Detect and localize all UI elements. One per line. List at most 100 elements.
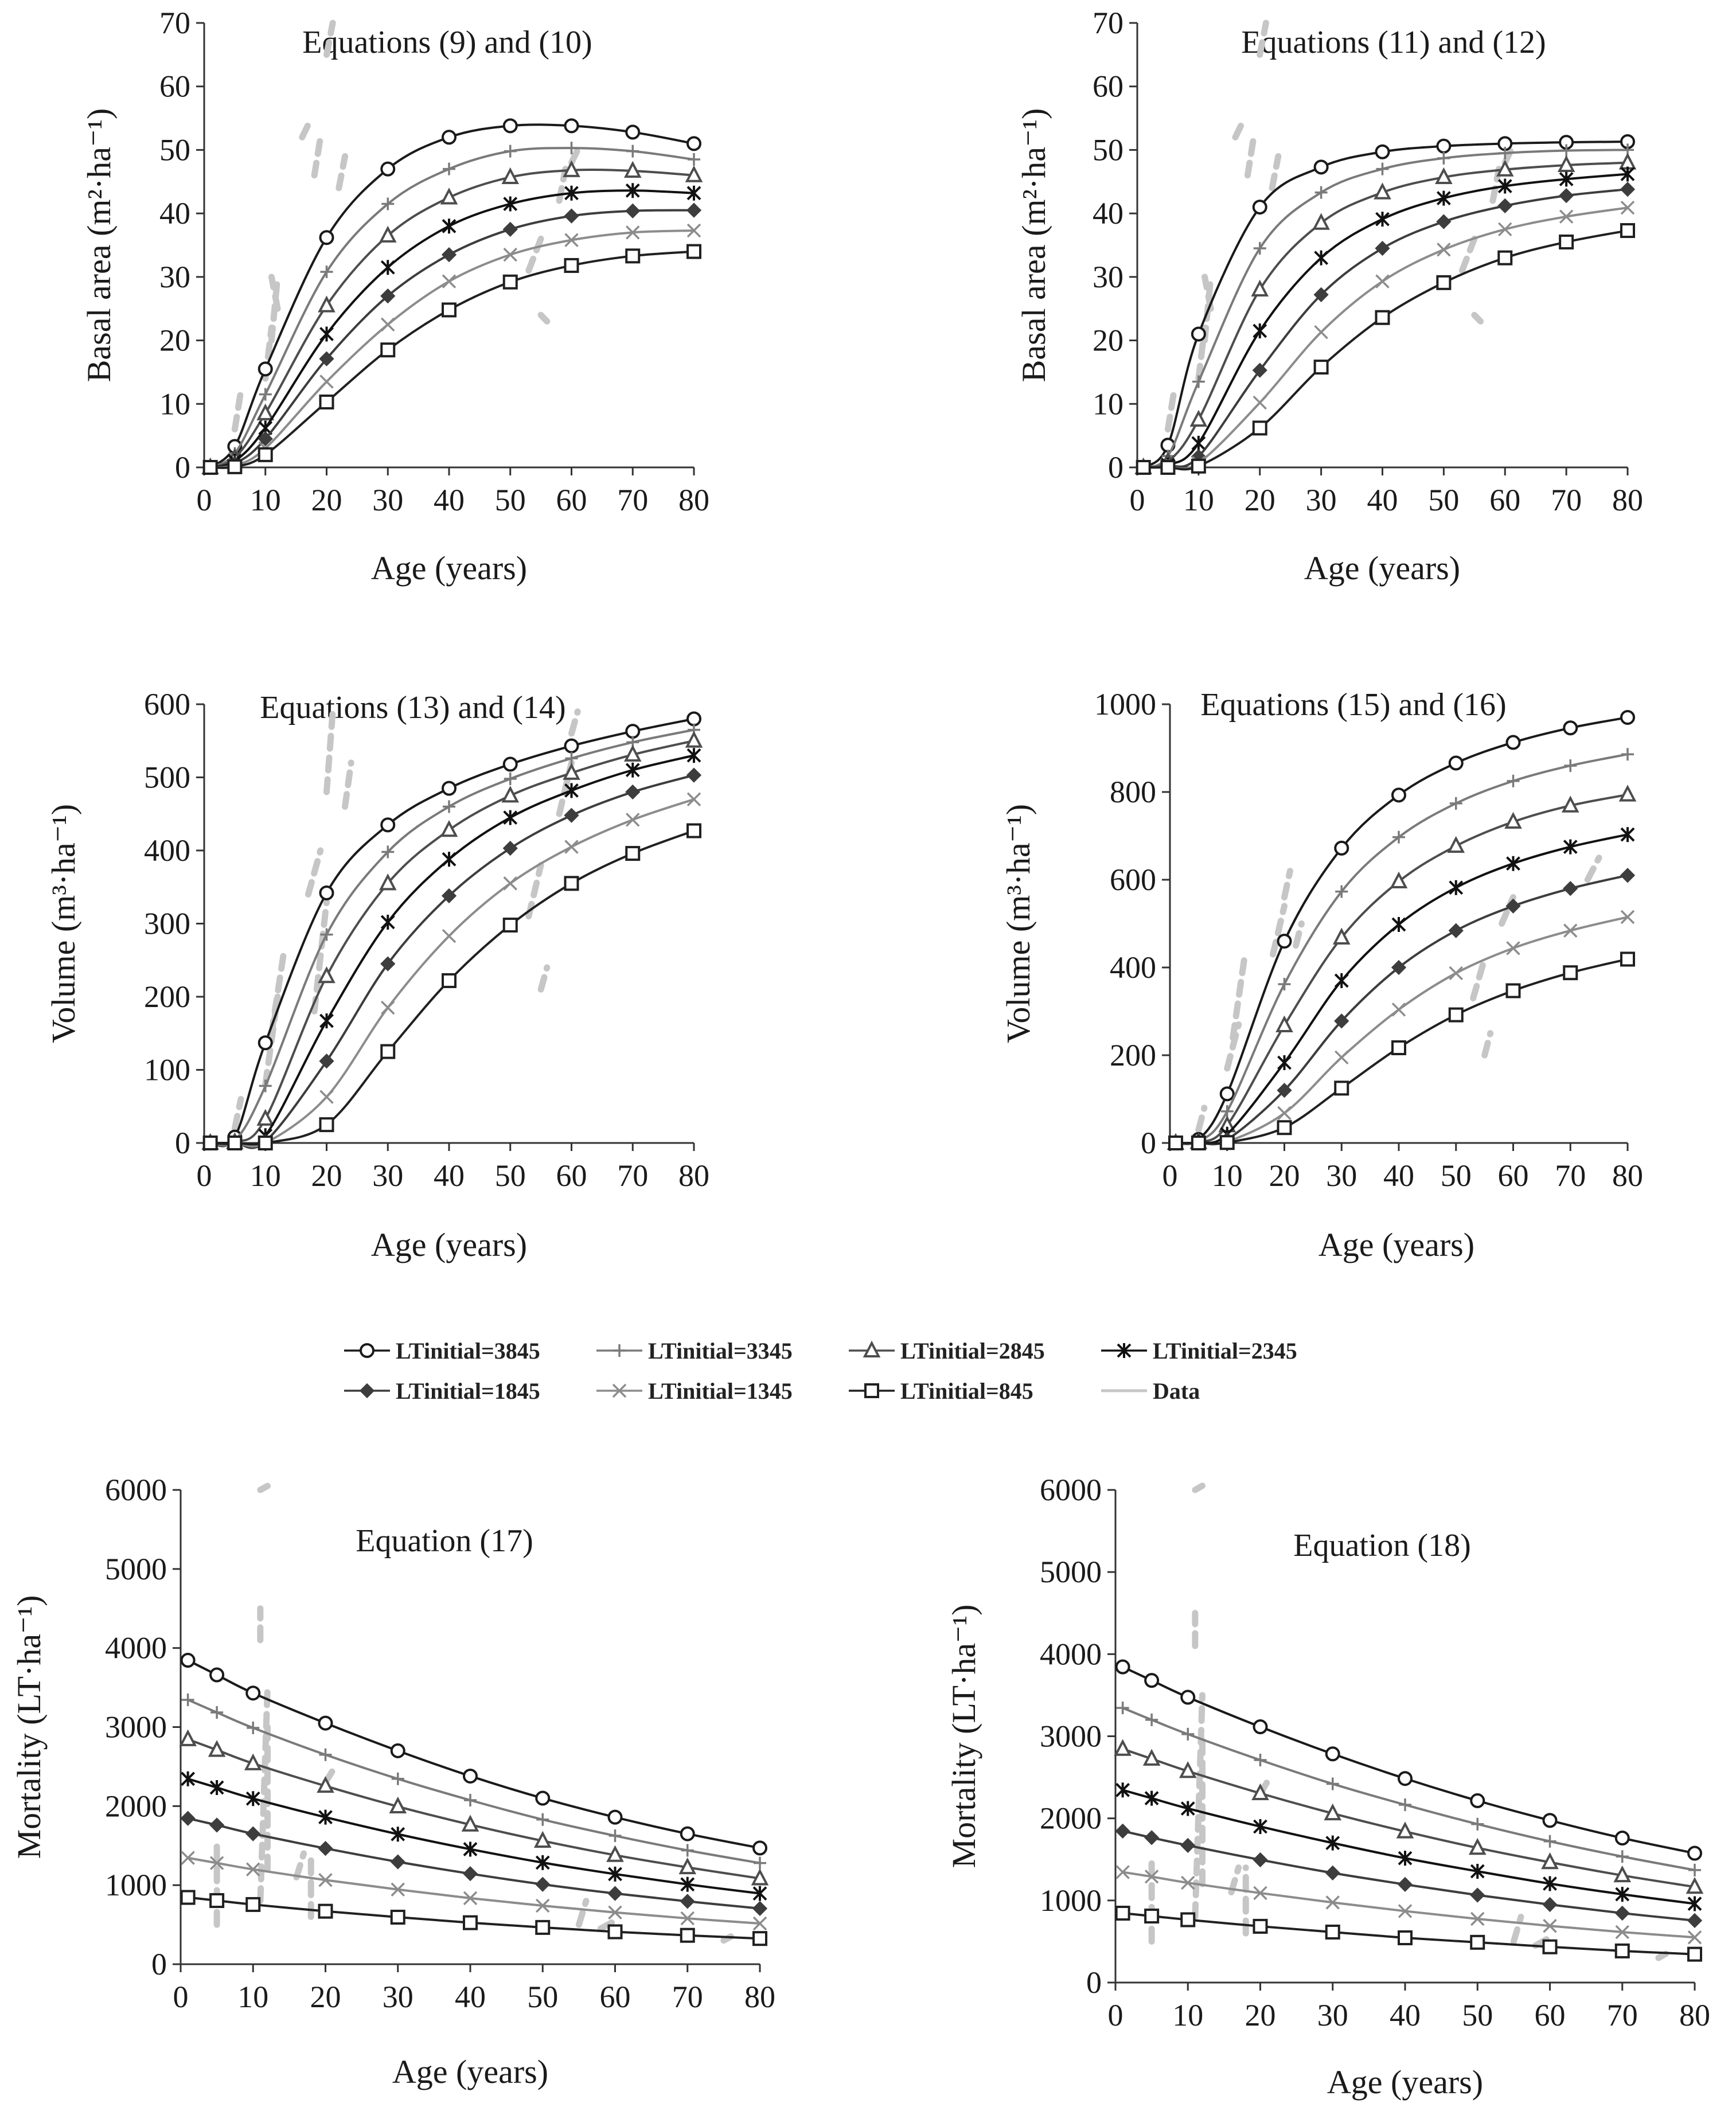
legend-marker bbox=[360, 1343, 374, 1358]
data-point bbox=[563, 763, 580, 780]
data-point bbox=[247, 1721, 260, 1734]
observed-data-line bbox=[1164, 388, 1177, 433]
data-point bbox=[442, 928, 457, 943]
data-point bbox=[1253, 1719, 1268, 1735]
data-point bbox=[380, 817, 396, 833]
data-point bbox=[1277, 1106, 1292, 1121]
data-point bbox=[209, 1817, 225, 1833]
data-point bbox=[181, 1851, 195, 1865]
y-axis-label: Volume (m³·ha⁻¹) bbox=[45, 804, 82, 1043]
data-point bbox=[680, 1826, 695, 1841]
data-point bbox=[180, 1890, 196, 1905]
data-point bbox=[504, 772, 517, 786]
data-point bbox=[1448, 1007, 1464, 1023]
data-point bbox=[390, 1854, 405, 1870]
data-point bbox=[680, 1894, 695, 1909]
chart-panel-volume-eq-15-16: Equations (15) and (16) 0200400600800100… bbox=[1000, 687, 1643, 1263]
data-point bbox=[501, 167, 520, 185]
data-point bbox=[1332, 927, 1351, 945]
data-point bbox=[391, 1882, 405, 1897]
data-point bbox=[210, 1706, 224, 1719]
x-tick-label: 50 bbox=[1428, 483, 1459, 517]
data-point bbox=[463, 1841, 478, 1857]
x-tick-label: 60 bbox=[556, 483, 587, 517]
data-point bbox=[1115, 1865, 1130, 1879]
y-tick-label: 50 bbox=[159, 132, 190, 167]
data-point bbox=[318, 1840, 333, 1856]
data-point bbox=[1374, 182, 1391, 200]
data-point bbox=[1563, 839, 1578, 854]
data-point bbox=[678, 1857, 697, 1875]
data-point bbox=[1448, 923, 1464, 938]
data-point bbox=[440, 820, 458, 837]
data-point bbox=[1507, 774, 1520, 787]
legend-label: LTinitial=845 bbox=[900, 1378, 1033, 1404]
data-point bbox=[379, 225, 397, 243]
y-tick-label: 1000 bbox=[1094, 687, 1156, 721]
data-point bbox=[686, 792, 701, 806]
data-point bbox=[1398, 1851, 1413, 1866]
data-point bbox=[564, 208, 579, 224]
data-point bbox=[1144, 1673, 1160, 1688]
data-point bbox=[686, 223, 701, 238]
observed-data-line bbox=[1510, 1913, 1524, 1945]
x-tick-label: 10 bbox=[1183, 483, 1214, 517]
chart-panel-basal-area-eq-9-10: Equations (9) and (10) 0 10 20 30 40 50 60 70 0 1… bbox=[80, 6, 709, 587]
data-point bbox=[1541, 1852, 1559, 1870]
data-point bbox=[380, 1044, 396, 1059]
data-point bbox=[1219, 1086, 1235, 1102]
data-point bbox=[1499, 146, 1512, 159]
x-tick-label: 70 bbox=[617, 483, 648, 517]
data-point bbox=[1559, 171, 1574, 187]
data-point bbox=[1436, 138, 1452, 154]
data-point bbox=[245, 1685, 261, 1701]
y-tick-label: 300 bbox=[144, 907, 190, 941]
data-point bbox=[1375, 212, 1390, 227]
data-point bbox=[1615, 1887, 1630, 1902]
data-point bbox=[319, 1013, 334, 1029]
data-point bbox=[1144, 1870, 1159, 1884]
data-point bbox=[1115, 1659, 1130, 1675]
data-point bbox=[227, 459, 243, 474]
data-point bbox=[1542, 1813, 1558, 1828]
y-tick-label: 0 bbox=[1141, 1126, 1156, 1160]
data-point bbox=[1563, 881, 1578, 896]
data-point bbox=[1325, 1895, 1340, 1910]
data-point bbox=[463, 1915, 478, 1930]
y-axis-label: Volume (m³·ha⁻¹) bbox=[1000, 804, 1037, 1043]
data-point bbox=[564, 185, 579, 201]
data-point bbox=[1252, 200, 1267, 215]
data-point bbox=[1334, 1080, 1349, 1096]
data-point bbox=[391, 1772, 404, 1785]
legend-marker bbox=[1117, 1343, 1132, 1358]
data-point bbox=[1497, 178, 1512, 194]
x-tick-label: 0 bbox=[173, 1980, 189, 2014]
data-point bbox=[564, 807, 579, 823]
y-tick-label: 400 bbox=[144, 833, 190, 868]
y-axis-label: Mortality (LT·ha⁻¹) bbox=[10, 1595, 48, 1859]
data-point bbox=[681, 1844, 694, 1857]
data-point bbox=[686, 185, 701, 201]
data-point bbox=[1144, 1830, 1160, 1845]
y-tick-label: 40 bbox=[159, 196, 190, 231]
data-point bbox=[180, 1653, 196, 1668]
data-point bbox=[1180, 1912, 1196, 1927]
data-point bbox=[1219, 1135, 1235, 1150]
y-tick-label: 1000 bbox=[1040, 1883, 1102, 1918]
data-point bbox=[1334, 1013, 1349, 1029]
data-point bbox=[1391, 1002, 1406, 1017]
data-point bbox=[380, 342, 396, 358]
x-tick-label: 70 bbox=[1551, 483, 1582, 517]
data-point bbox=[1504, 811, 1522, 829]
data-point bbox=[625, 183, 640, 198]
observed-data-line bbox=[537, 964, 551, 993]
legend-label: LTinitial=2345 bbox=[1153, 1338, 1297, 1364]
x-tick-label: 40 bbox=[1383, 1158, 1414, 1193]
data-point bbox=[319, 351, 334, 366]
data-point bbox=[1398, 1904, 1413, 1918]
series-line bbox=[1142, 149, 1628, 469]
observed-data-line bbox=[575, 1898, 590, 1928]
series-line bbox=[1142, 141, 1628, 469]
data-point bbox=[380, 288, 396, 304]
x-tick-label: 40 bbox=[1367, 483, 1398, 517]
